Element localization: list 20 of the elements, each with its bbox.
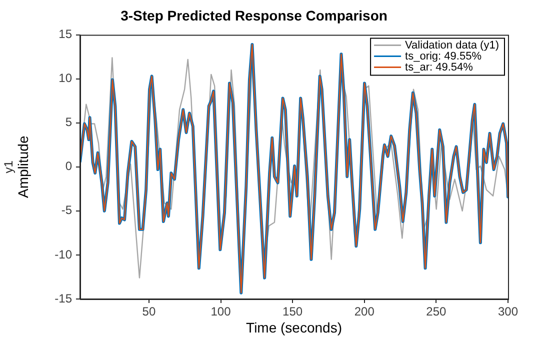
y-tick-label: -15 <box>54 291 72 306</box>
x-axis-title: Time (seconds) <box>246 319 342 336</box>
y-tick-label: 15 <box>58 27 72 42</box>
legend-label: ts_orig: 49.55% <box>405 50 482 62</box>
y-tick-label: -5 <box>61 203 72 218</box>
y-tick-label: -10 <box>54 247 72 262</box>
y-axis-title: y1 <box>2 160 16 174</box>
y-tick-label: 10 <box>58 71 72 86</box>
x-tick-label: 250 <box>426 304 447 319</box>
chart-title: 3-Step Predicted Response Comparison <box>120 7 388 24</box>
x-tick-label: 50 <box>142 304 156 319</box>
legend-label: Validation data (y1) <box>405 39 500 52</box>
x-tick-label: 200 <box>354 304 375 319</box>
text: Amplitude <box>14 136 31 198</box>
legend-label: ts_ar: 49.54% <box>405 61 474 74</box>
y-tick-label: 5 <box>65 115 72 130</box>
x-tick-label: 100 <box>210 304 232 319</box>
y-tick-label: 0 <box>65 159 72 174</box>
x-tick-label: 300 <box>498 304 518 319</box>
x-tick-label: 150 <box>282 304 303 319</box>
